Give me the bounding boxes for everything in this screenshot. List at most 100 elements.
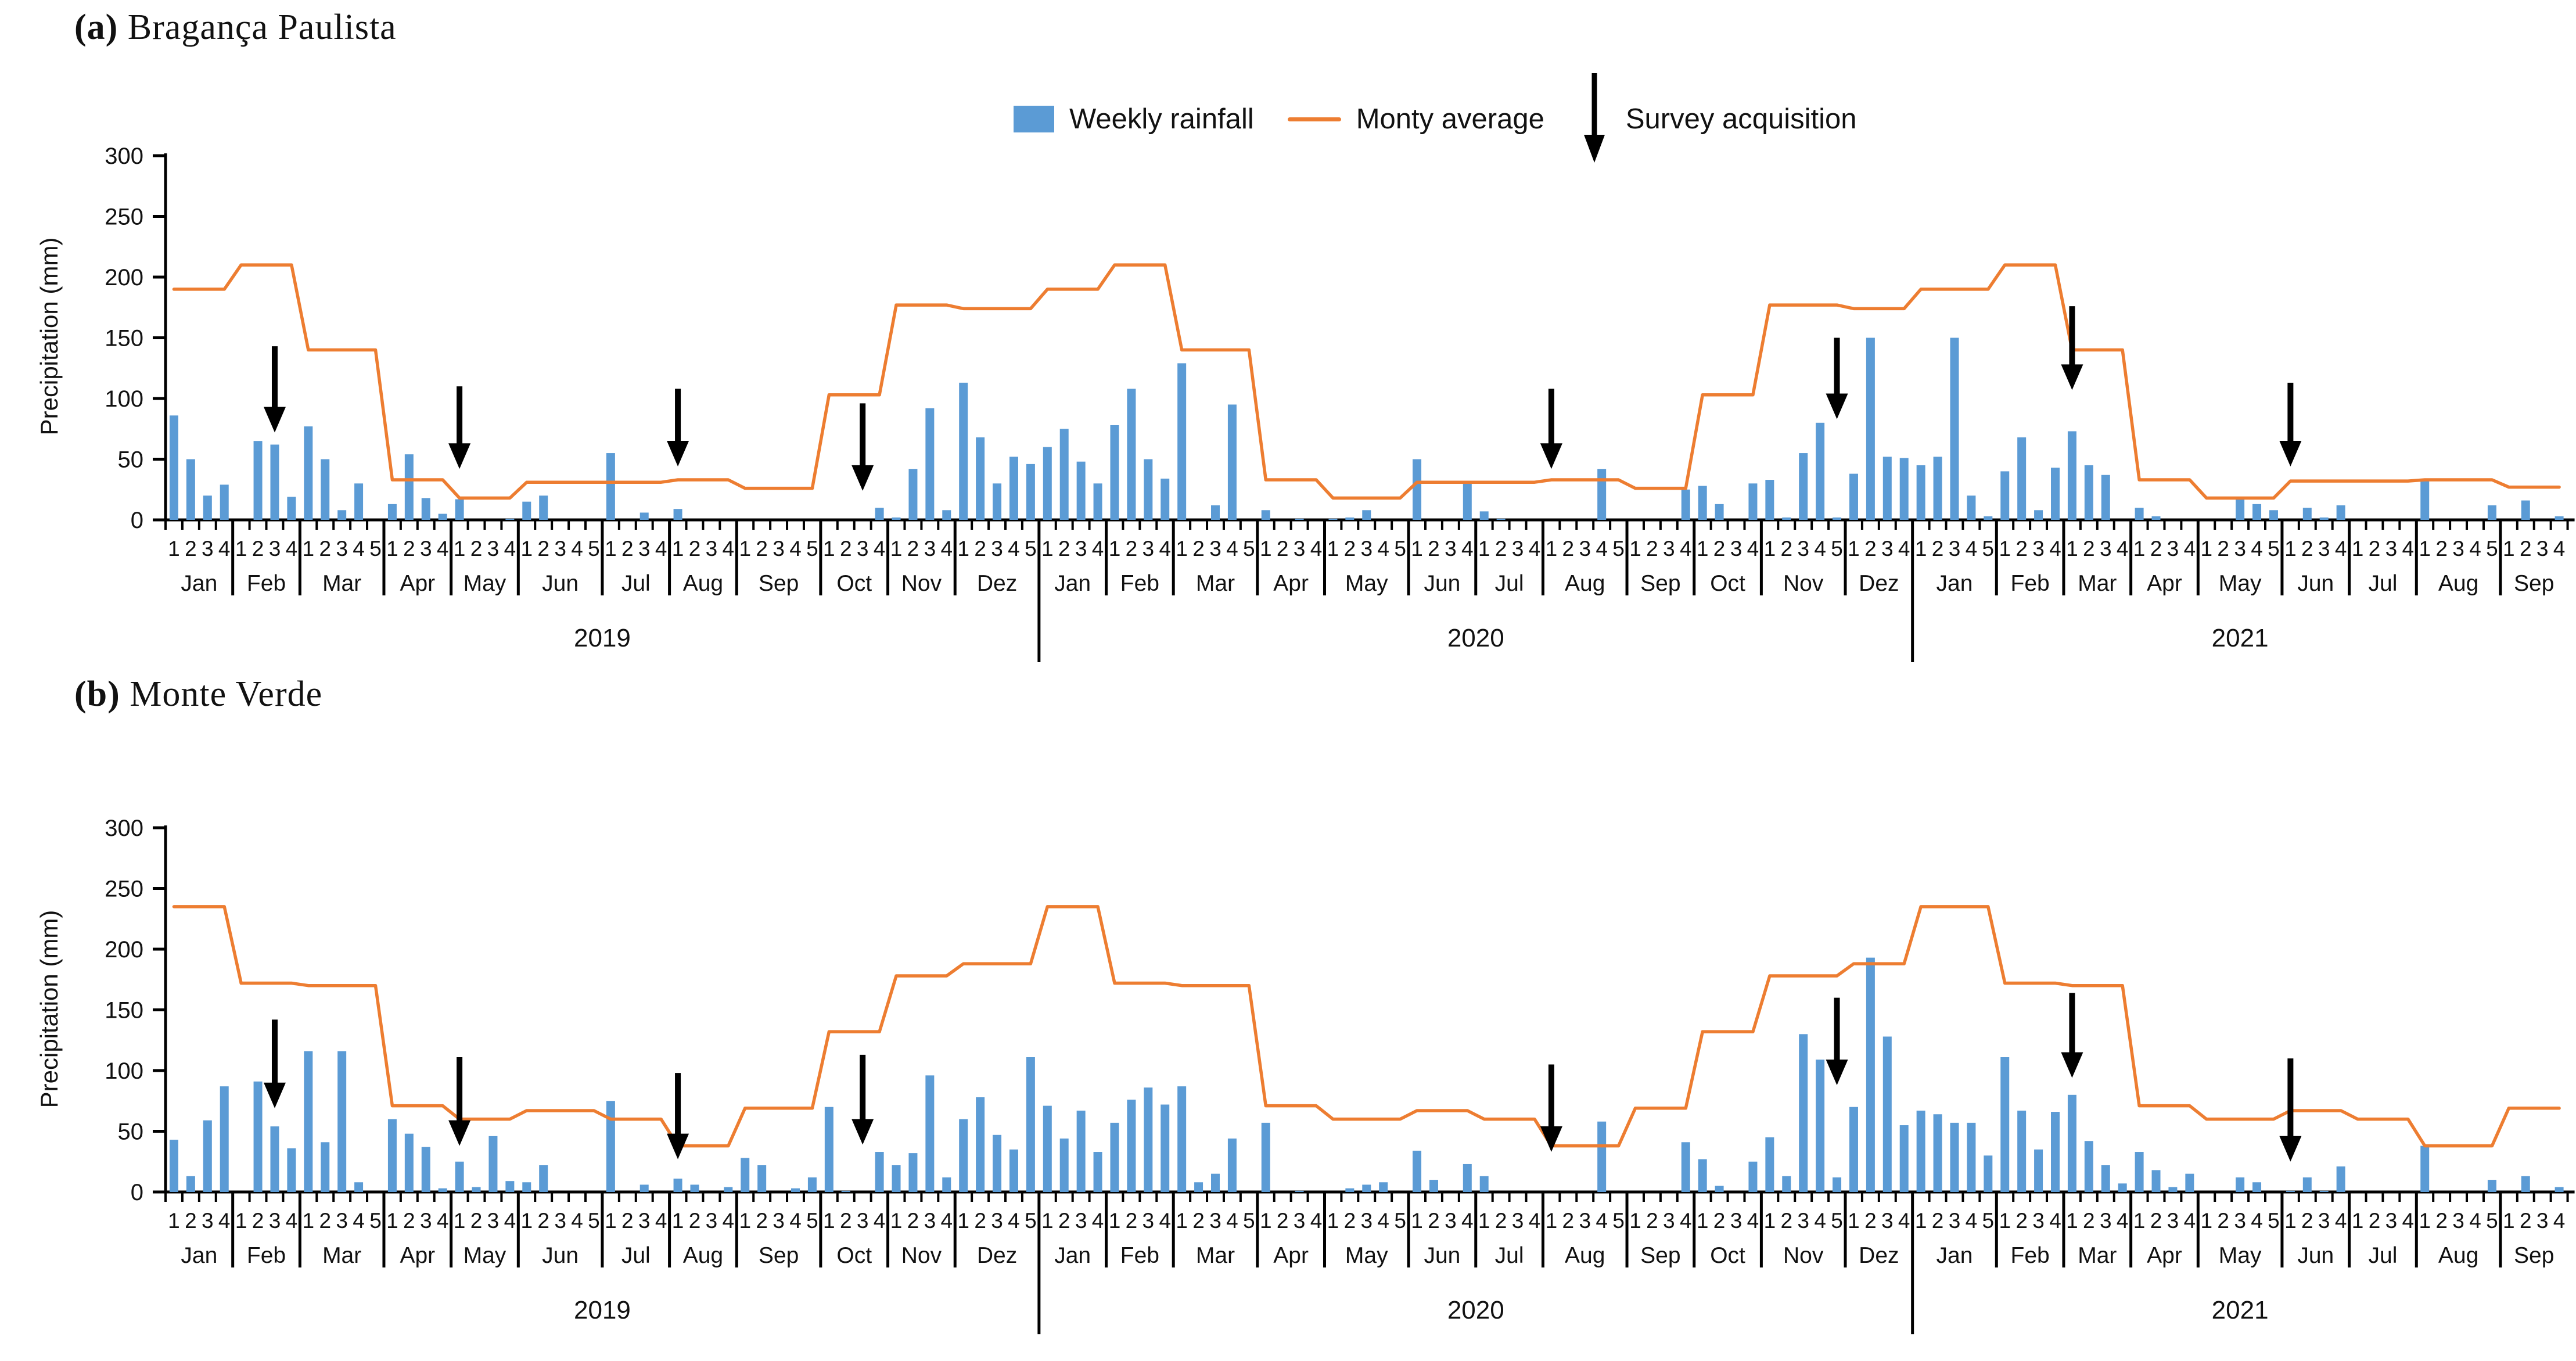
bar (1093, 1152, 1102, 1192)
week-tick-label: 4 (1898, 537, 1910, 561)
week-tick-label: 5 (2486, 537, 2498, 561)
week-tick-label: 3 (706, 537, 718, 561)
week-tick-label: 2 (2083, 1209, 2095, 1233)
week-tick-label: 5 (2268, 537, 2280, 561)
month-label: Jun (542, 571, 579, 596)
bar (875, 1152, 884, 1192)
week-tick-label: 2 (2520, 537, 2532, 561)
bar (1194, 1182, 1203, 1192)
bar (1849, 1107, 1858, 1192)
week-tick-label: 1 (1260, 1209, 1272, 1233)
week-tick-label: 5 (1831, 537, 1843, 561)
bar (2084, 465, 2093, 520)
week-tick-label: 3 (2032, 537, 2045, 561)
week-tick-label: 4 (437, 537, 449, 561)
bar (304, 1051, 313, 1192)
legend-item-monthly-average: Monty average (1287, 103, 1544, 135)
week-tick-label: 2 (470, 537, 483, 561)
week-tick-label: 4 (2402, 537, 2415, 561)
bar (270, 444, 279, 520)
bar (892, 517, 901, 520)
survey-arrow (1540, 389, 1562, 469)
bar (1144, 1087, 1153, 1192)
week-tick-label: 3 (2100, 537, 2112, 561)
bar (2017, 437, 2027, 520)
bar (455, 499, 464, 520)
week-tick-label: 2 (689, 1209, 701, 1233)
week-tick-label: 2 (756, 1209, 768, 1233)
bar (791, 1188, 800, 1192)
week-tick-label: 4 (2553, 537, 2566, 561)
week-tick-label: 4 (1814, 1209, 1826, 1233)
bar (539, 1165, 548, 1192)
week-tick-label: 3 (487, 1209, 500, 1233)
week-tick-label: 3 (1075, 537, 1087, 561)
y-tick-label: 50 (118, 1119, 144, 1145)
month-label: Sep (2514, 1243, 2554, 1268)
week-tick-label: 4 (723, 537, 735, 561)
week-tick-label: 4 (2335, 537, 2347, 561)
bar (2034, 510, 2043, 520)
bar (1479, 1176, 1489, 1192)
bar (959, 382, 968, 520)
week-tick-label: 4 (655, 537, 667, 561)
bar (1984, 1155, 1993, 1192)
week-tick-label: 5 (1612, 537, 1625, 561)
bar (1882, 457, 1892, 520)
y-tick-label: 50 (118, 447, 144, 473)
week-tick-label: 3 (1663, 1209, 1675, 1233)
bar (488, 1136, 498, 1192)
week-tick-label: 2 (319, 1209, 331, 1233)
bar (539, 495, 548, 520)
week-tick-label: 5 (1982, 1209, 1995, 1233)
bar (2420, 480, 2430, 520)
week-tick-label: 3 (1360, 1209, 1373, 1233)
week-tick-label: 2 (2520, 1209, 2532, 1233)
week-tick-label: 5 (1612, 1209, 1625, 1233)
y-tick-label: 100 (105, 1058, 143, 1084)
bar (1059, 1139, 1069, 1192)
bar (505, 1181, 515, 1192)
bar (1984, 516, 1993, 520)
bar (321, 1142, 330, 1192)
bar (2521, 500, 2530, 520)
week-tick-label: 3 (487, 537, 500, 561)
chart-a-title: (a) Bragança Paulista (74, 7, 397, 48)
month-label: Mar (322, 571, 361, 596)
month-label: Jan (181, 571, 217, 596)
bar (1950, 337, 1959, 520)
week-tick-label: 1 (1915, 537, 1927, 561)
bar (387, 1119, 397, 1192)
week-tick-label: 2 (2015, 537, 2028, 561)
week-tick-label: 1 (1764, 537, 1776, 561)
survey-arrow (1540, 1064, 1562, 1152)
axes (153, 153, 2575, 662)
bar (1362, 510, 1371, 520)
legend-monthly-average-label: Monty average (1356, 103, 1544, 135)
month-label: Jun (2297, 1243, 2334, 1268)
week-tick-label: 1 (605, 1209, 617, 1233)
week-tick-label: 2 (185, 537, 197, 561)
week-tick-label: 5 (588, 1209, 600, 1233)
bar (1463, 483, 1472, 520)
monthly-average-line-icon (1287, 117, 1341, 121)
week-tick-label: 2 (2435, 537, 2448, 561)
week-tick-label: 3 (991, 1209, 1003, 1233)
legend: Weekly rainfall Monty average Survey acq… (1014, 70, 1857, 168)
bar (186, 459, 195, 520)
bar (1681, 1142, 1690, 1192)
month-label: Feb (2011, 1243, 2050, 1268)
bar (2067, 431, 2076, 520)
week-tick-label: 4 (1377, 1209, 1389, 1233)
month-label: Jun (1424, 571, 1460, 596)
y-tick-label: 150 (105, 998, 143, 1024)
week-tick-label: 2 (974, 1209, 986, 1233)
week-tick-label: 3 (2385, 1209, 2398, 1233)
bar (1833, 1177, 1842, 1192)
bar (1379, 1182, 1388, 1192)
bar (724, 1187, 733, 1192)
month-label: Dez (977, 571, 1017, 596)
week-tick-label: 1 (1915, 1209, 1927, 1233)
week-tick-label: 2 (252, 1209, 264, 1233)
month-label: Jan (1937, 1243, 1973, 1268)
